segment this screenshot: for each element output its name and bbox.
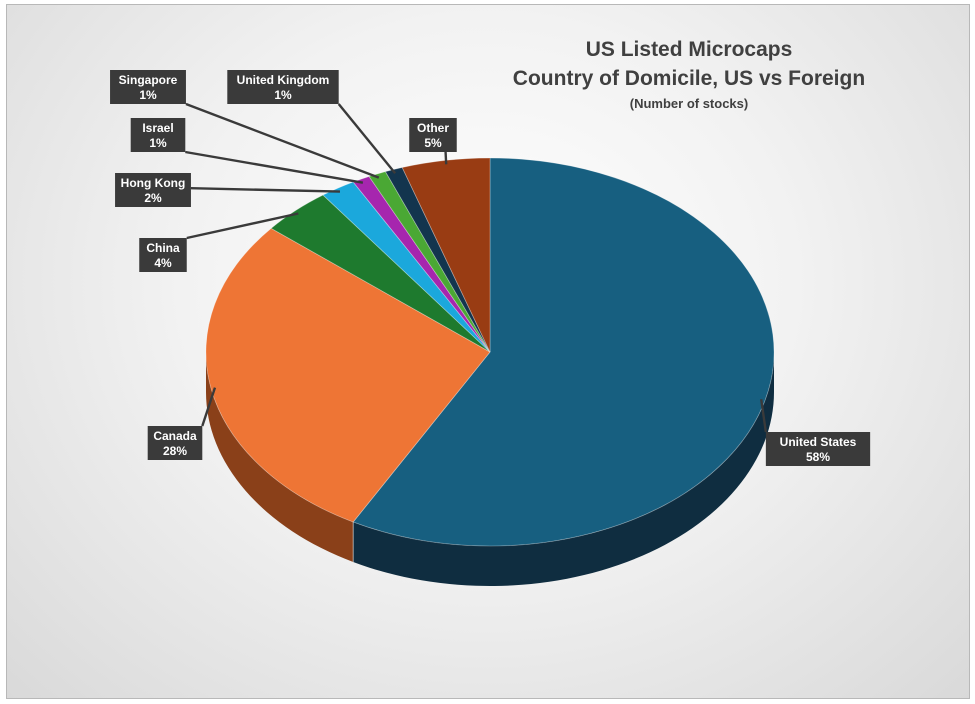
data-label-box-united-states: [765, 432, 871, 466]
data-label-box-singapore: [110, 70, 186, 104]
pie-slice-singapore: [368, 171, 491, 353]
data-label-value-united-kingdom: 1%: [274, 88, 292, 102]
pie-slice-united-kingdom: [384, 167, 491, 353]
pie-side-canada: [205, 352, 354, 563]
data-label-name-china: China: [146, 241, 180, 255]
data-label-box-china: [139, 238, 187, 272]
leader-line-other: [444, 151, 448, 165]
chart-title-line2: Country of Domicile, US vs Foreign: [512, 67, 866, 90]
data-label-box-hong-kong: [115, 173, 191, 207]
data-label-name-israel: Israel: [142, 121, 173, 135]
data-label-name-hong-kong: Hong Kong: [121, 176, 186, 190]
pie-slice-china: [270, 194, 491, 353]
leader-line-canada: [201, 387, 217, 427]
pie-side-united-states: [353, 352, 774, 586]
data-label-value-singapore: 1%: [139, 88, 157, 102]
data-label-box-other: [409, 118, 457, 152]
data-label-box-canada: [147, 426, 203, 460]
leader-line-singapore: [185, 102, 380, 179]
data-label-value-other: 5%: [424, 136, 442, 150]
data-label-value-israel: 1%: [149, 136, 167, 150]
data-label-name-singapore: Singapore: [119, 73, 178, 87]
leader-line-china: [186, 212, 299, 240]
data-label-value-hong-kong: 2%: [144, 191, 162, 205]
data-label-name-canada: Canada: [153, 429, 197, 443]
pie-slice-canada: [205, 227, 491, 523]
data-label-name-united-states: United States: [780, 435, 857, 449]
chart-titles: US Listed Microcaps Country of Domicile,…: [479, 35, 899, 115]
leader-line-united-states: [760, 399, 768, 433]
chart-title: US Listed Microcaps: [585, 38, 793, 61]
pie-slice-united-states: [352, 157, 775, 547]
data-label-name-other: Other: [417, 121, 449, 135]
leader-line-hong-kong: [190, 187, 340, 193]
pie-slices: [205, 157, 775, 547]
data-label-value-canada: 28%: [163, 444, 187, 458]
chart-subtitle: (Number of stocks): [629, 96, 749, 111]
data-label-box-united-kingdom: [227, 70, 339, 104]
leader-line-israel: [185, 150, 364, 184]
data-label-box-israel: [130, 118, 186, 152]
pie-side-walls: [205, 352, 774, 586]
data-label-name-united-kingdom: United Kingdom: [237, 73, 330, 87]
data-label-value-china: 4%: [154, 256, 172, 270]
data-label-value-united-states: 58%: [806, 450, 830, 464]
leader-line-united-kingdom: [337, 103, 397, 174]
